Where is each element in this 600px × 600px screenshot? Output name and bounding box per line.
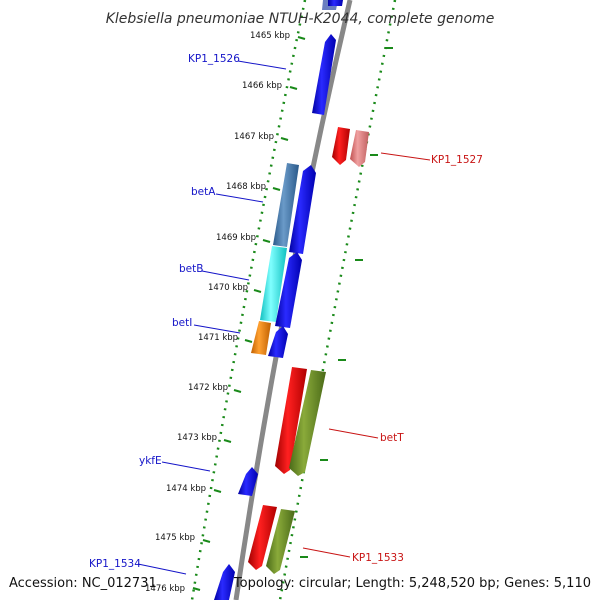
forward-features [214,0,343,600]
gene-arrow [248,505,277,570]
page-title: Klebsiella pneumoniae NTUH-K2044, comple… [106,11,495,27]
gene-arrow [273,163,299,247]
gene-arrow [312,34,336,115]
gene-arrow [328,0,343,6]
gene-arrow [238,467,258,496]
gene-label-ykfe: ykfE [139,455,162,467]
gene-arrow [260,246,287,322]
inner-ring-major-ticks [192,36,306,591]
outer-ring-major-ticks [300,47,393,558]
accession-text: Accession: NC_012731 [9,576,157,591]
gene-arrow [266,509,295,574]
inner-tick-ring [190,0,307,600]
gene-label-kp1-1534: KP1_1534 [89,558,141,570]
gene-label-betb: betB [179,263,203,275]
gene-arrow [275,252,302,328]
genome-info-text: Topology: circular; Length: 5,248,520 bp… [233,576,591,591]
tick-label: 1473 kbp [177,433,217,443]
outer-tick-ring [278,0,397,600]
gene-arrow [332,127,350,165]
gene-label-beta: betA [191,186,216,198]
tick-label: 1474 kbp [166,484,206,494]
reverse-features [248,127,369,574]
tick-label: 1475 kbp [155,533,195,543]
gene-label-kp1-1533: KP1_1533 [352,552,404,564]
tick-label: 1465 kbp [250,31,290,41]
tick-label: 1472 kbp [188,383,228,393]
gene-arrow [289,165,316,254]
gene-label-beti: betI [172,317,192,329]
gene-arrow [275,367,307,474]
gene-arrow [251,321,271,355]
gene-arrow [214,564,235,600]
tick-label: 1468 kbp [226,182,266,192]
gene-arrow [289,370,326,476]
gene-label-bett: betT [380,432,404,444]
gene-label-kp1-1526: KP1_1526 [188,53,240,65]
tick-label: 1466 kbp [242,81,282,91]
tick-label: 1469 kbp [216,233,256,243]
gene-label-kp1-1527: KP1_1527 [431,154,483,166]
tick-label: 1471 kbp [198,333,238,343]
tick-label: 1467 kbp [234,132,274,142]
gene-arrow [268,326,288,358]
tick-label: 1470 kbp [208,283,248,293]
tick-label: 1476 kbp [145,584,185,594]
gene-arrow [350,130,369,167]
leader-lines [137,60,431,575]
